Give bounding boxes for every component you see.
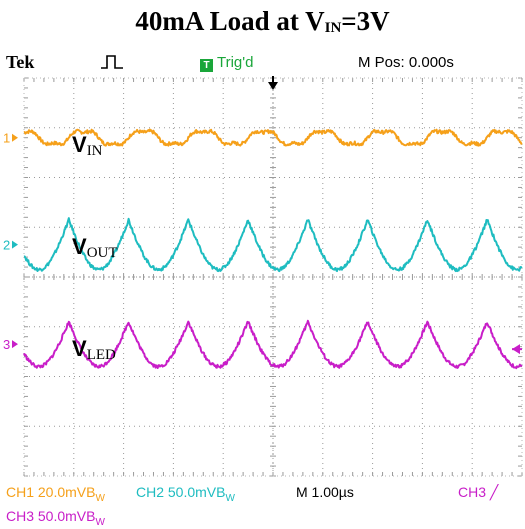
chart-title: 40mA Load at VIN=3V	[135, 6, 390, 36]
channel-marker-arrow	[12, 240, 18, 249]
channel-marker-arrow	[12, 133, 18, 142]
channel-marker-3: 3	[3, 337, 10, 352]
acquisition-pulse-icon	[100, 54, 124, 74]
trace-vled	[23, 319, 523, 370]
trigger-source: CH3 ╱	[458, 484, 499, 500]
rising-edge-icon: ╱	[489, 484, 499, 500]
trigger-status: T Trig'd	[200, 54, 253, 72]
ch1-scale: CH1 20.0mVBW	[6, 484, 105, 504]
ch3-scale: CH3 50.0mVBW	[6, 508, 105, 528]
trace-vout	[23, 217, 523, 273]
channel-marker-2: 2	[3, 238, 10, 253]
ch2-scale: CH2 50.0mVBW	[136, 484, 235, 504]
series-label-vin: VIN	[72, 132, 103, 159]
channel-marker-arrow	[12, 340, 18, 349]
channel-marker-1: 1	[3, 131, 10, 146]
series-label-vled: VLED	[72, 336, 116, 363]
series-label-vout: VOUT	[72, 234, 118, 261]
trigger-badge: T	[200, 59, 213, 72]
trace-vin	[23, 128, 523, 147]
brand-label: Tek	[6, 52, 35, 72]
horizontal-position: M Pos: 0.000s	[358, 54, 454, 71]
trigger-position-arrow	[268, 82, 278, 90]
timebase: M 1.00µs	[296, 484, 354, 500]
